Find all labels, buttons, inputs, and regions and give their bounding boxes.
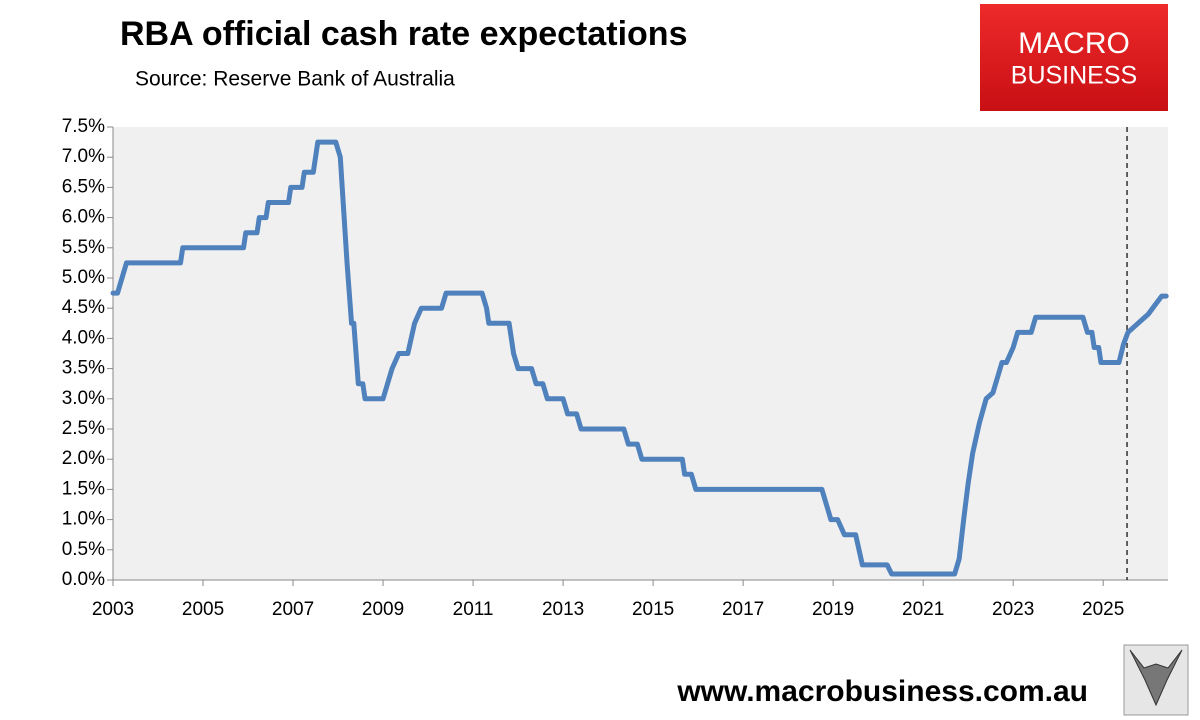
y-tick-label: 2.0% <box>62 448 105 469</box>
y-tick-label: 5.5% <box>62 237 105 258</box>
x-tick-label: 2013 <box>542 599 584 620</box>
x-tick-label: 2007 <box>272 599 314 620</box>
logo-text: MACRO <box>1018 27 1130 60</box>
y-tick-label: 2.5% <box>62 418 105 439</box>
y-tick-label: 4.5% <box>62 297 105 318</box>
x-tick-label: 2003 <box>92 599 134 620</box>
y-tick-label: 5.0% <box>62 267 105 288</box>
x-tick-label: 2023 <box>992 599 1034 620</box>
footer: www.macrobusiness.com.au <box>676 675 1088 708</box>
y-tick-label: 0.5% <box>62 539 105 560</box>
data-line <box>110 139 1169 577</box>
x-tick-label: 2015 <box>632 599 674 620</box>
logo-text: BUSINESS <box>1011 62 1137 90</box>
y-tick-label: 7.5% <box>62 116 105 137</box>
chart-subtitle: Source: Reserve Bank of Australia <box>135 68 455 91</box>
logo-box <box>980 4 1168 111</box>
x-tick-label: 2021 <box>902 599 944 620</box>
y-tick-label: 0.0% <box>62 569 105 590</box>
x-tick-label: 2017 <box>722 599 764 620</box>
x-tick-label: 2005 <box>182 599 224 620</box>
y-tick-label: 7.0% <box>62 146 105 167</box>
x-tick-label: 2009 <box>362 599 404 620</box>
x-tick-label: 2011 <box>453 599 494 620</box>
chart-title: RBA official cash rate expectations <box>120 15 687 53</box>
y-tick-label: 4.0% <box>62 327 105 348</box>
x-tick-label: 2019 <box>812 599 854 620</box>
y-tick-label: 6.5% <box>62 176 105 197</box>
x-tick-label: 2025 <box>1082 599 1124 620</box>
y-tick-label: 1.0% <box>62 509 105 530</box>
fox-logo <box>1123 644 1189 716</box>
y-tick-label: 3.5% <box>62 358 105 379</box>
y-tick-label: 1.5% <box>62 478 105 499</box>
plot: 0.0% 0.5% 1.0% 1.5% 2.0% 2.5% 3.0% 3.5% 4.0% 4.5%… <box>62 116 1169 620</box>
y-tick-label: 3.0% <box>62 388 105 409</box>
y-tick-label: 6.0% <box>62 207 105 228</box>
